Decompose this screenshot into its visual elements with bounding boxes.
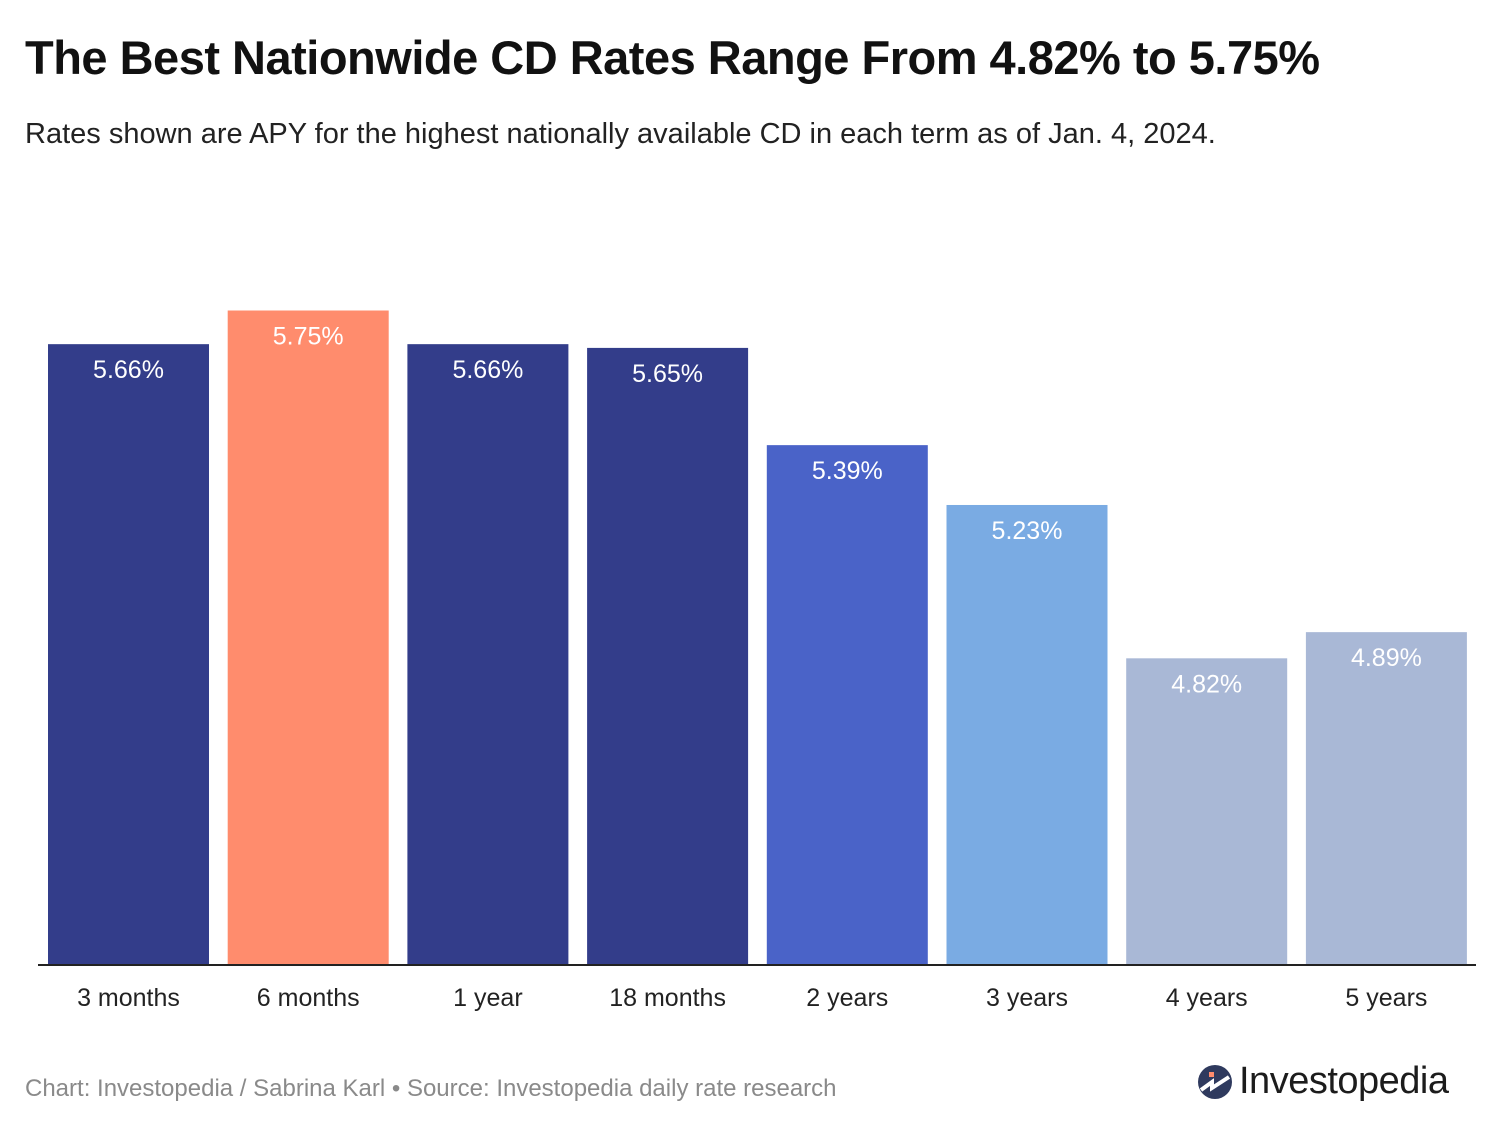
- bar-18-months: [587, 347, 749, 965]
- x-tick-label: 3 years: [986, 984, 1068, 1012]
- bar-6-months: [227, 310, 389, 965]
- data-label: 5.39%: [812, 457, 883, 485]
- investopedia-logo-icon: [1198, 1064, 1232, 1099]
- data-label: 4.82%: [1171, 670, 1242, 698]
- x-tick-label: 6 months: [257, 984, 360, 1012]
- x-tick-label: 5 years: [1345, 984, 1427, 1012]
- data-label: 5.66%: [93, 356, 164, 384]
- data-label: 5.66%: [452, 356, 523, 384]
- x-tick-label: 4 years: [1166, 984, 1248, 1012]
- x-tick-label: 3 months: [77, 984, 180, 1012]
- bar-chart: 5.66% 3 months 5.75% 6 months 5.66% 1 year 5.6…: [38, 310, 1476, 1012]
- chart-title: The Best Nationwide CD Rates Range From …: [25, 31, 1320, 84]
- bars-group: 5.66% 3 months 5.75% 6 months 5.66% 1 year 5.6…: [48, 310, 1467, 1012]
- x-tick-label: 1 year: [453, 984, 522, 1012]
- bar-1-year: [407, 344, 569, 965]
- data-label: 5.65%: [632, 360, 703, 388]
- data-label: 5.23%: [992, 517, 1063, 545]
- bar-4-years: [1126, 658, 1288, 965]
- investopedia-logo: Investopedia: [1197, 1060, 1449, 1103]
- bar-5-years: [1305, 632, 1467, 965]
- bar-2-years: [766, 445, 928, 965]
- chart-subtitle: Rates shown are APY for the highest nati…: [25, 118, 1216, 150]
- x-tick-label: 2 years: [806, 984, 888, 1012]
- x-tick-label: 18 months: [609, 984, 726, 1012]
- data-label: 5.75%: [273, 323, 344, 351]
- chart-credit: Chart: Investopedia / Sabrina Karl • Sou…: [25, 1075, 837, 1102]
- data-label: 4.89%: [1351, 644, 1422, 672]
- logo-text: Investopedia: [1239, 1060, 1449, 1102]
- bar-3-months: [48, 344, 209, 965]
- bar-3-years: [946, 504, 1108, 965]
